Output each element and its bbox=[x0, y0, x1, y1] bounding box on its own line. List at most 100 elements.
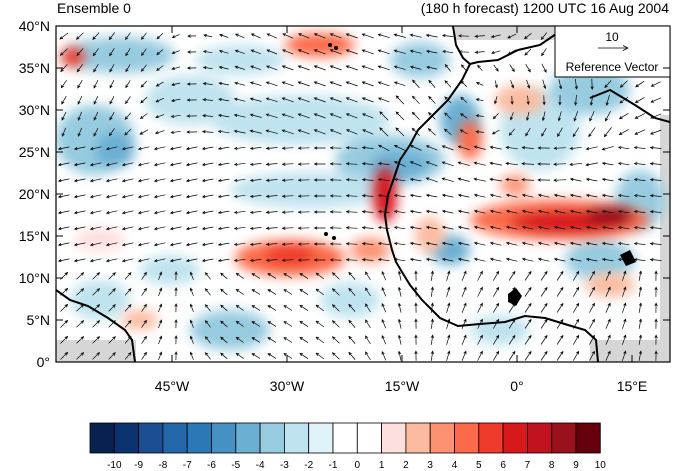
wind-vector bbox=[331, 320, 340, 328]
wind-vector bbox=[169, 146, 182, 151]
reference-arrowhead bbox=[622, 45, 629, 51]
wind-vector bbox=[361, 226, 374, 230]
wind-vector bbox=[313, 129, 326, 135]
wind-vector bbox=[650, 81, 661, 87]
wind-vector bbox=[572, 127, 580, 138]
wind-vector bbox=[218, 97, 230, 102]
wind-vector bbox=[458, 34, 470, 38]
wind-vector bbox=[377, 97, 390, 103]
wind-vector bbox=[121, 258, 134, 263]
wind-vector bbox=[345, 194, 358, 198]
missing-data-north bbox=[455, 26, 555, 40]
wind-vector bbox=[297, 226, 310, 230]
wind-vector bbox=[185, 242, 198, 247]
wind-vector bbox=[654, 286, 658, 297]
wind-vector bbox=[473, 241, 486, 246]
wind-vector bbox=[494, 80, 498, 89]
wind-vector bbox=[446, 318, 451, 329]
colorbar-label: -10 bbox=[107, 460, 122, 471]
wind-vector bbox=[654, 350, 658, 361]
wind-vector bbox=[315, 288, 325, 296]
wind-vector bbox=[158, 303, 163, 313]
wind-vector bbox=[425, 177, 438, 183]
wind-vector bbox=[345, 162, 358, 166]
wind-vector bbox=[473, 193, 486, 198]
wind-vector bbox=[425, 33, 438, 38]
missing-data-sw bbox=[56, 340, 136, 362]
colorbar-swatch bbox=[308, 422, 334, 454]
wind-vector bbox=[109, 48, 115, 57]
colorbar-swatch bbox=[551, 422, 577, 454]
wind-vector bbox=[219, 33, 229, 38]
wind-vector bbox=[361, 178, 374, 182]
wind-vector bbox=[283, 353, 293, 359]
wind-vector bbox=[409, 49, 422, 54]
wind-vector bbox=[540, 350, 548, 361]
wind-vector bbox=[265, 129, 278, 134]
wind-vector bbox=[59, 32, 69, 40]
wind-vector bbox=[234, 81, 246, 86]
wind-vector bbox=[220, 352, 228, 360]
wind-vector bbox=[249, 210, 262, 214]
wind-vector bbox=[249, 81, 262, 86]
wind-vector bbox=[540, 318, 548, 329]
wind-vector bbox=[158, 287, 163, 297]
wind-vector bbox=[361, 146, 374, 150]
wind-vector bbox=[201, 178, 214, 183]
wind-vector bbox=[137, 146, 150, 151]
wind-vector bbox=[393, 225, 406, 230]
wind-vector bbox=[169, 210, 182, 215]
wind-vector bbox=[428, 79, 436, 88]
wind-vector bbox=[249, 242, 262, 246]
wind-vector bbox=[313, 162, 326, 166]
wind-vector bbox=[299, 352, 309, 359]
wind-vector bbox=[267, 321, 277, 327]
wind-vector bbox=[265, 65, 278, 71]
wind-vector bbox=[121, 242, 134, 247]
reference-vector-label: Reference Vector bbox=[566, 60, 659, 74]
wind-vector bbox=[441, 241, 454, 246]
wind-vector bbox=[267, 305, 277, 311]
colorbar-label: 4 bbox=[452, 460, 458, 471]
wind-vector bbox=[249, 258, 262, 262]
wind-vector bbox=[89, 178, 102, 183]
wind-vector bbox=[414, 350, 418, 361]
wind-vector bbox=[217, 258, 230, 263]
wind-vector bbox=[297, 210, 310, 214]
wind-vector bbox=[315, 272, 325, 280]
wind-vector bbox=[443, 128, 452, 136]
wind-vector bbox=[521, 257, 534, 262]
wind-vector bbox=[105, 242, 118, 247]
wind-vector bbox=[377, 65, 390, 71]
wind-vector bbox=[460, 96, 468, 103]
wind-vector bbox=[282, 33, 294, 39]
wind-vector bbox=[492, 318, 500, 329]
wind-vector bbox=[459, 113, 468, 119]
wind-vector bbox=[297, 162, 310, 166]
wind-vector bbox=[377, 49, 390, 55]
wind-vector bbox=[329, 210, 342, 214]
wind-vector bbox=[297, 81, 310, 87]
wind-vector bbox=[397, 286, 402, 297]
wind-vector bbox=[283, 305, 293, 311]
wind-vector bbox=[446, 302, 451, 313]
wind-vector bbox=[313, 242, 326, 246]
wind-vector bbox=[617, 145, 630, 150]
wind-vector bbox=[425, 225, 438, 230]
wind-vector bbox=[313, 113, 326, 119]
wind-vector bbox=[233, 242, 246, 247]
wind-vector bbox=[76, 320, 85, 328]
wind-vector bbox=[170, 98, 181, 102]
wind-vector bbox=[605, 270, 611, 281]
wind-vector bbox=[457, 193, 470, 198]
wind-vector bbox=[649, 178, 662, 182]
wind-vector bbox=[265, 81, 278, 87]
wind-vector bbox=[557, 127, 563, 137]
wind-vector bbox=[605, 318, 611, 329]
wind-vector bbox=[537, 178, 551, 182]
wind-vector bbox=[171, 66, 181, 71]
wind-vector bbox=[638, 286, 643, 297]
wind-vector bbox=[61, 127, 67, 137]
wind-vector bbox=[441, 177, 454, 183]
wind-vector bbox=[379, 111, 389, 121]
